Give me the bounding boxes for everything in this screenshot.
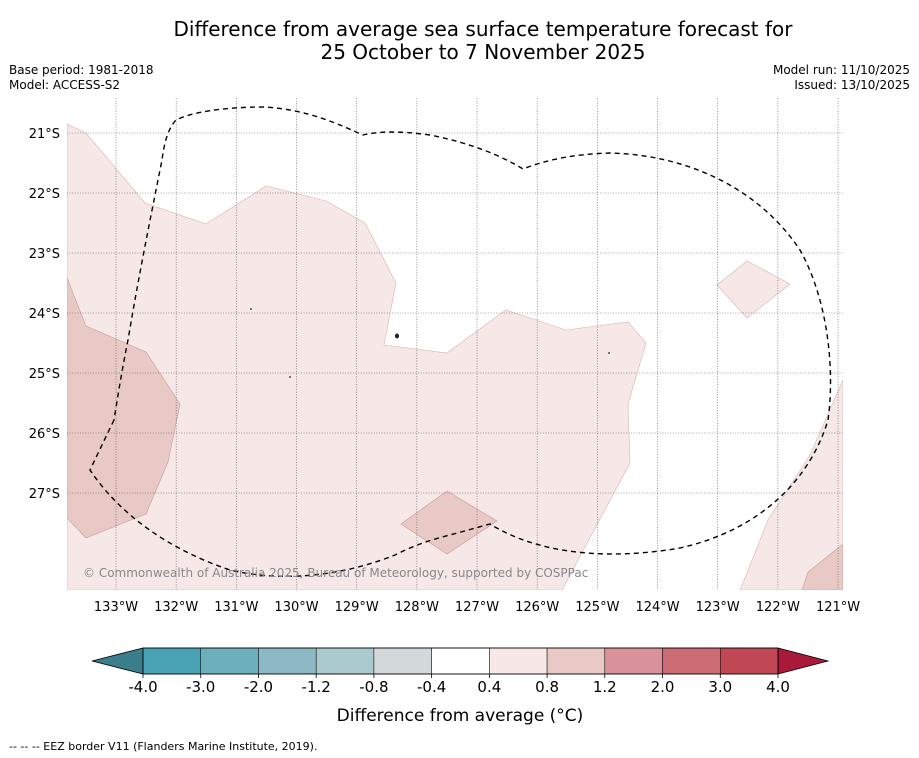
colorbar-tick-label: 0.8: [535, 678, 559, 696]
model-run: Model run: 11/10/2025: [772, 63, 910, 77]
title-line-2: 25 October to 7 November 2025: [320, 40, 646, 64]
longitude-label: 132°W: [154, 600, 198, 615]
anomaly-shading: [67, 123, 843, 590]
longitude-labels: 133°W 132°W 131°W 130°W 129°W 128°W 127°W 126°W…: [94, 600, 860, 615]
longitude-label: 121°W: [816, 600, 860, 615]
islands: [250, 308, 610, 378]
longitude-label: 131°W: [214, 600, 258, 615]
colorbar-tick-label: -0.4: [417, 678, 446, 696]
colorbar-tick-label: 0.4: [477, 678, 501, 696]
graticule: [67, 98, 843, 590]
chart-title: Difference from average sea surface temp…: [0, 18, 919, 64]
issued-date: Issued: 13/10/2025: [794, 78, 910, 92]
longitude-label: 133°W: [94, 600, 138, 615]
colorbar: -4.0 -3.0 -2.0 -1.2 -0.8 -0.4 0.4 0.8 1.2 2.0 3.0 4…: [91, 647, 830, 726]
base-period: Base period: 1981-2018: [9, 63, 154, 77]
colorbar-bin: [315, 647, 375, 675]
model-name: Model: ACCESS-S2: [9, 78, 121, 92]
colorbar-bin: [720, 647, 779, 675]
colorbar-under-arrow: [91, 647, 144, 675]
longitude-label: 128°W: [395, 600, 439, 615]
colorbar-tick-label: 2.0: [651, 678, 675, 696]
longitude-label: 123°W: [696, 600, 740, 615]
latitude-label: 24°S: [29, 307, 60, 322]
anomaly-region-0.4-0.8: [716, 260, 791, 319]
latitude-label: 27°S: [29, 487, 60, 502]
title-line-1: Difference from average sea surface temp…: [173, 17, 793, 41]
colorbar-bin: [489, 647, 548, 675]
longitude-label: 122°W: [756, 600, 800, 615]
longitude-label: 124°W: [635, 600, 679, 615]
colorbar-tick-label: 1.2: [593, 678, 617, 696]
latitude-labels: 21°S 22°S 23°S 24°S 25°S 26°S 27°S: [29, 127, 60, 502]
colorbar-bin: [431, 647, 490, 675]
colorbar-tick-label: 4.0: [766, 678, 790, 696]
anomaly-region-0.8-1.2: [67, 277, 181, 539]
colorbar-tick-label: -1.2: [302, 678, 331, 696]
island: [608, 352, 610, 354]
colorbar-frame: [142, 647, 779, 675]
colorbar-bin: [142, 647, 201, 675]
island: [289, 376, 291, 378]
latitude-label: 21°S: [29, 127, 60, 142]
colorbar-bin: [662, 647, 721, 675]
latitude-label: 23°S: [29, 247, 60, 262]
colorbar-bin: [200, 647, 259, 675]
anomaly-region-0.8-1.2: [801, 543, 843, 590]
colorbar-tick-label: -4.0: [128, 678, 157, 696]
colorbar-bin: [604, 647, 663, 675]
footer-legend: -- -- -- EEZ border V11 (Flanders Marine…: [9, 740, 318, 753]
colorbar-bin: [373, 647, 432, 675]
colorbar-over-arrow: [777, 647, 830, 675]
longitude-label: 126°W: [515, 600, 559, 615]
copyright-notice: © Commonwealth of Australia 2025, Bureau…: [83, 566, 588, 580]
anomaly-region-0.4-0.8: [67, 123, 647, 590]
colorbar-tick-label: -3.0: [186, 678, 215, 696]
colorbar-tick-label: -0.8: [359, 678, 388, 696]
colorbar-bin: [258, 647, 317, 675]
colorbar-tick-label: -2.0: [244, 678, 273, 696]
eez-border: [89, 106, 832, 578]
longitude-label: 130°W: [274, 600, 318, 615]
meta-left: Base period: 1981-2018 Model: ACCESS-S2: [9, 63, 154, 93]
anomaly-region-0.8-1.2: [400, 490, 498, 555]
longitude-label: 127°W: [455, 600, 499, 615]
latitude-label: 26°S: [29, 427, 60, 442]
meta-right: Model run: 11/10/2025 Issued: 13/10/2025: [773, 63, 910, 93]
longitude-label: 129°W: [335, 600, 379, 615]
longitude-label: 125°W: [575, 600, 619, 615]
island: [395, 333, 399, 339]
colorbar-title: Difference from average (°C): [337, 706, 584, 726]
colorbar-bin: [546, 647, 606, 675]
anomaly-region-0.4-0.8: [739, 379, 843, 590]
colorbar-tick-label: 3.0: [708, 678, 732, 696]
latitude-label: 25°S: [29, 367, 60, 382]
island: [250, 308, 252, 310]
latitude-label: 22°S: [29, 187, 60, 202]
